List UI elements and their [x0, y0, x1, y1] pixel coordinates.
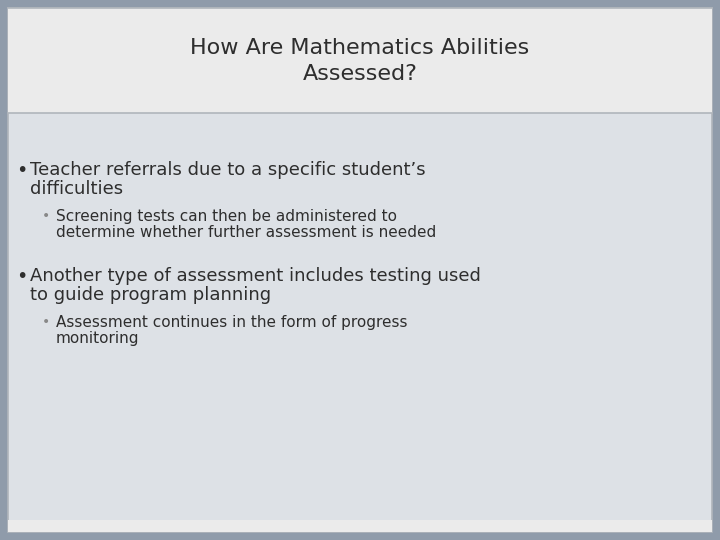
Text: Another type of assessment includes testing used: Another type of assessment includes test…	[30, 267, 481, 285]
Text: monitoring: monitoring	[56, 331, 140, 346]
Text: How Are Mathematics Abilities: How Are Mathematics Abilities	[190, 37, 530, 57]
Text: to guide program planning: to guide program planning	[30, 286, 271, 304]
FancyBboxPatch shape	[8, 520, 712, 532]
FancyBboxPatch shape	[8, 8, 712, 532]
Text: •: •	[42, 209, 50, 223]
Text: •: •	[17, 161, 27, 180]
FancyBboxPatch shape	[8, 8, 712, 113]
Text: Screening tests can then be administered to: Screening tests can then be administered…	[56, 209, 397, 224]
Text: •: •	[42, 315, 50, 329]
Text: Assessed?: Assessed?	[302, 64, 418, 84]
Text: •: •	[17, 267, 27, 286]
Text: difficulties: difficulties	[30, 180, 123, 198]
Text: Teacher referrals due to a specific student’s: Teacher referrals due to a specific stud…	[30, 161, 426, 179]
Text: Assessment continues in the form of progress: Assessment continues in the form of prog…	[56, 315, 408, 330]
Text: determine whether further assessment is needed: determine whether further assessment is …	[56, 225, 436, 240]
